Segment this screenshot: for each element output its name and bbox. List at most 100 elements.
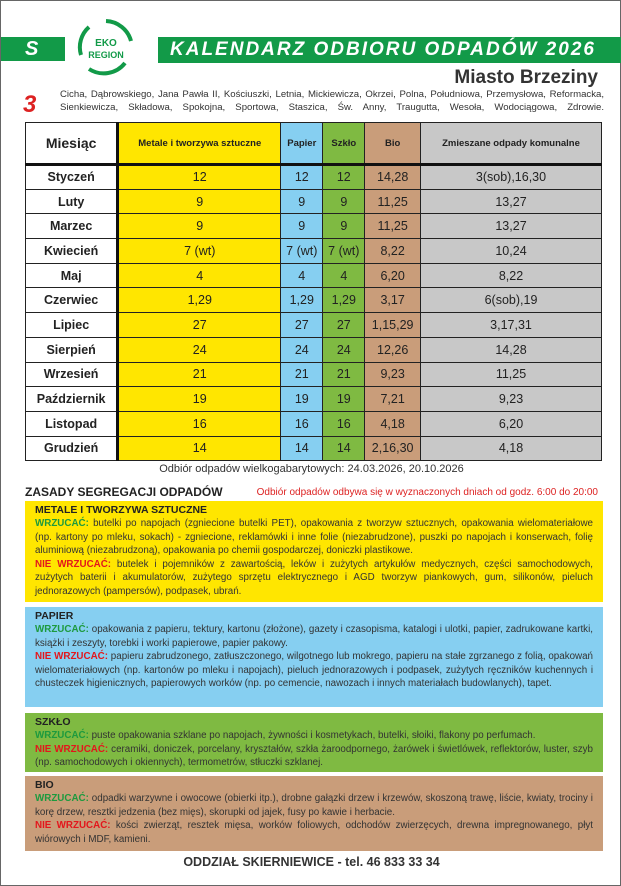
- rules-title: ZASADY SEGREGACJI ODPADÓW: [25, 485, 223, 499]
- month-cell: Marzec: [24, 213, 120, 240]
- forbidden-items: NIE WRZUCAĆ: butelek i pojemników z zawa…: [35, 558, 593, 599]
- date-cell: 24: [322, 336, 366, 363]
- date-cell: 10,24: [420, 238, 602, 264]
- svg-text:EKO: EKO: [95, 38, 117, 49]
- date-cell: 27: [322, 312, 366, 338]
- street-list: Cicha, Dąbrowskiego, Jana Pawła II, Kośc…: [60, 89, 604, 113]
- column-header: Miesiąc: [24, 122, 120, 165]
- month-cell: Luty: [24, 188, 120, 215]
- date-cell: 14: [280, 435, 324, 462]
- allowed-label: WRZUCAĆ:: [35, 793, 89, 804]
- column-header: Szkło: [322, 122, 366, 165]
- section-letter: S: [1, 37, 65, 61]
- date-cell: 9: [322, 213, 366, 240]
- bulky-waste-info: Odbiór odpadów wielkogabarytowych: 24.03…: [1, 463, 621, 475]
- date-cell: 7 (wt): [280, 238, 324, 264]
- date-cell: 14,28: [420, 336, 602, 363]
- month-cell: Grudzień: [24, 435, 120, 462]
- date-cell: 4: [280, 262, 324, 289]
- forbidden-text: ceramiki, doniczek, porcelany, kryształó…: [35, 743, 593, 769]
- allowed-text: odpadki warzywne i owocowe (obierki itp.…: [35, 793, 593, 818]
- date-cell: 6,20: [420, 410, 602, 437]
- date-cell: 4,18: [364, 410, 421, 437]
- forbidden-label: NIE WRZUCAĆ:: [35, 558, 112, 570]
- column-header: Papier: [280, 122, 324, 165]
- allowed-text: butelki po napojach (zgniecione butelki …: [35, 518, 593, 557]
- date-cell: 7 (wt): [322, 238, 366, 264]
- date-cell: 3,17: [364, 287, 421, 314]
- allowed-label: WRZUCAĆ:: [35, 518, 89, 529]
- schedule-table: Miesiąc Metale i tworzywa sztuczne Papier S…: [24, 122, 602, 462]
- forbidden-label: NIE WRZUCAĆ:: [35, 743, 109, 755]
- date-cell: 21: [322, 361, 366, 388]
- table-row: Październik 19 19 19 7,21 9,23: [24, 386, 602, 412]
- forbidden-text: butelek i pojemników z zawartością, lekó…: [35, 558, 593, 597]
- date-cell: 9: [280, 213, 324, 240]
- rules-box-title: BIO: [35, 779, 54, 791]
- date-cell: 9: [117, 188, 282, 215]
- month-cell: Sierpień: [24, 336, 120, 363]
- bulky-dates: 24.03.2026, 20.10.2026: [347, 463, 464, 475]
- forbidden-items: NIE WRZUCAĆ: papieru zabrudzonego, zatłu…: [35, 650, 593, 691]
- page-title: KALENDARZ ODBIORU ODPADÓW 2026: [158, 37, 621, 63]
- date-cell: 3(sob),16,30: [420, 164, 602, 190]
- footer-contact: ODDZIAŁ SKIERNIEWICE - tel. 46 833 33 34: [183, 855, 440, 869]
- date-cell: 12: [322, 164, 366, 190]
- date-cell: 1,29: [322, 287, 366, 314]
- date-cell: 4: [117, 262, 282, 289]
- date-cell: 9: [280, 188, 324, 215]
- rules-box-bio: BIO WRZUCAĆ: odpadki warzywne i owocowe …: [25, 776, 603, 851]
- city-name: Miasto Brzeziny: [454, 67, 598, 88]
- month-cell: Maj: [24, 262, 120, 289]
- forbidden-items: NIE WRZUCAĆ: ceramiki, doniczek, porcela…: [35, 743, 593, 770]
- forbidden-label: NIE WRZUCAĆ:: [35, 651, 108, 663]
- month-cell: Kwiecień: [24, 238, 120, 264]
- rules-box-title: METALE I TWORZYWA SZTUCZNE: [35, 504, 208, 516]
- rules-box-metale: METALE I TWORZYWA SZTUCZNE WRZUCAĆ: bute…: [25, 501, 603, 602]
- date-cell: 19: [117, 386, 282, 412]
- date-cell: 2,16,30: [364, 435, 421, 462]
- date-cell: 14: [322, 435, 366, 462]
- date-cell: 14,28: [364, 164, 421, 190]
- month-cell: Wrzesień: [24, 361, 120, 388]
- date-cell: 27: [280, 312, 324, 338]
- date-cell: 16: [280, 410, 324, 437]
- table-row: Czerwiec 1,29 1,29 1,29 3,17 6(sob),19: [24, 287, 602, 314]
- date-cell: 6,20: [364, 262, 421, 289]
- allowed-items: WRZUCAĆ: butelki po napojach (zgniecione…: [35, 517, 593, 558]
- date-cell: 9: [322, 188, 366, 215]
- pickup-hours-note: Odbiór odpadów odbywa się w wyznaczonych…: [256, 487, 598, 498]
- date-cell: 8,22: [420, 262, 602, 289]
- date-cell: 12: [117, 164, 282, 190]
- table-row: Sierpień 24 24 24 12,26 14,28: [24, 336, 602, 363]
- allowed-items: WRZUCAĆ: odpadki warzywne i owocowe (obi…: [35, 792, 593, 819]
- date-cell: 9,23: [420, 386, 602, 412]
- date-cell: 6(sob),19: [420, 287, 602, 314]
- region-number: 3: [23, 91, 37, 118]
- date-cell: 19: [280, 386, 324, 412]
- date-cell: 1,29: [280, 287, 324, 314]
- forbidden-label: NIE WRZUCAĆ:: [35, 820, 111, 832]
- allowed-text: opakowania z papieru, tektury, kartonu (…: [35, 624, 593, 649]
- table-row: Lipiec 27 27 27 1,15,29 3,17,31: [24, 312, 602, 338]
- date-cell: 16: [322, 410, 366, 437]
- date-cell: 7 (wt): [117, 238, 282, 264]
- date-cell: 24: [117, 336, 282, 363]
- table-header-row: Miesiąc Metale i tworzywa sztuczne Papier S…: [24, 122, 602, 165]
- allowed-items: WRZUCAĆ: puste opakowania szklane po nap…: [35, 729, 593, 743]
- date-cell: 11,25: [364, 213, 421, 240]
- bulky-label: Odbiór odpadów wielkogabarytowych:: [159, 463, 345, 475]
- date-cell: 9,23: [364, 361, 421, 388]
- column-header: Bio: [364, 122, 421, 165]
- date-cell: 7,21: [364, 386, 421, 412]
- date-cell: 24: [280, 336, 324, 363]
- table-row: Kwiecień 7 (wt) 7 (wt) 7 (wt) 8,22 10,24: [24, 238, 602, 264]
- date-cell: 9: [117, 213, 282, 240]
- allowed-items: WRZUCAĆ: opakowania z papieru, tektury, …: [35, 623, 593, 650]
- month-cell: Lipiec: [24, 312, 120, 338]
- date-cell: 21: [117, 361, 282, 388]
- date-cell: 4,18: [420, 435, 602, 462]
- svg-text:REGION: REGION: [88, 50, 124, 60]
- table-row: Luty 9 9 9 11,25 13,27: [24, 188, 602, 215]
- date-cell: 16: [117, 410, 282, 437]
